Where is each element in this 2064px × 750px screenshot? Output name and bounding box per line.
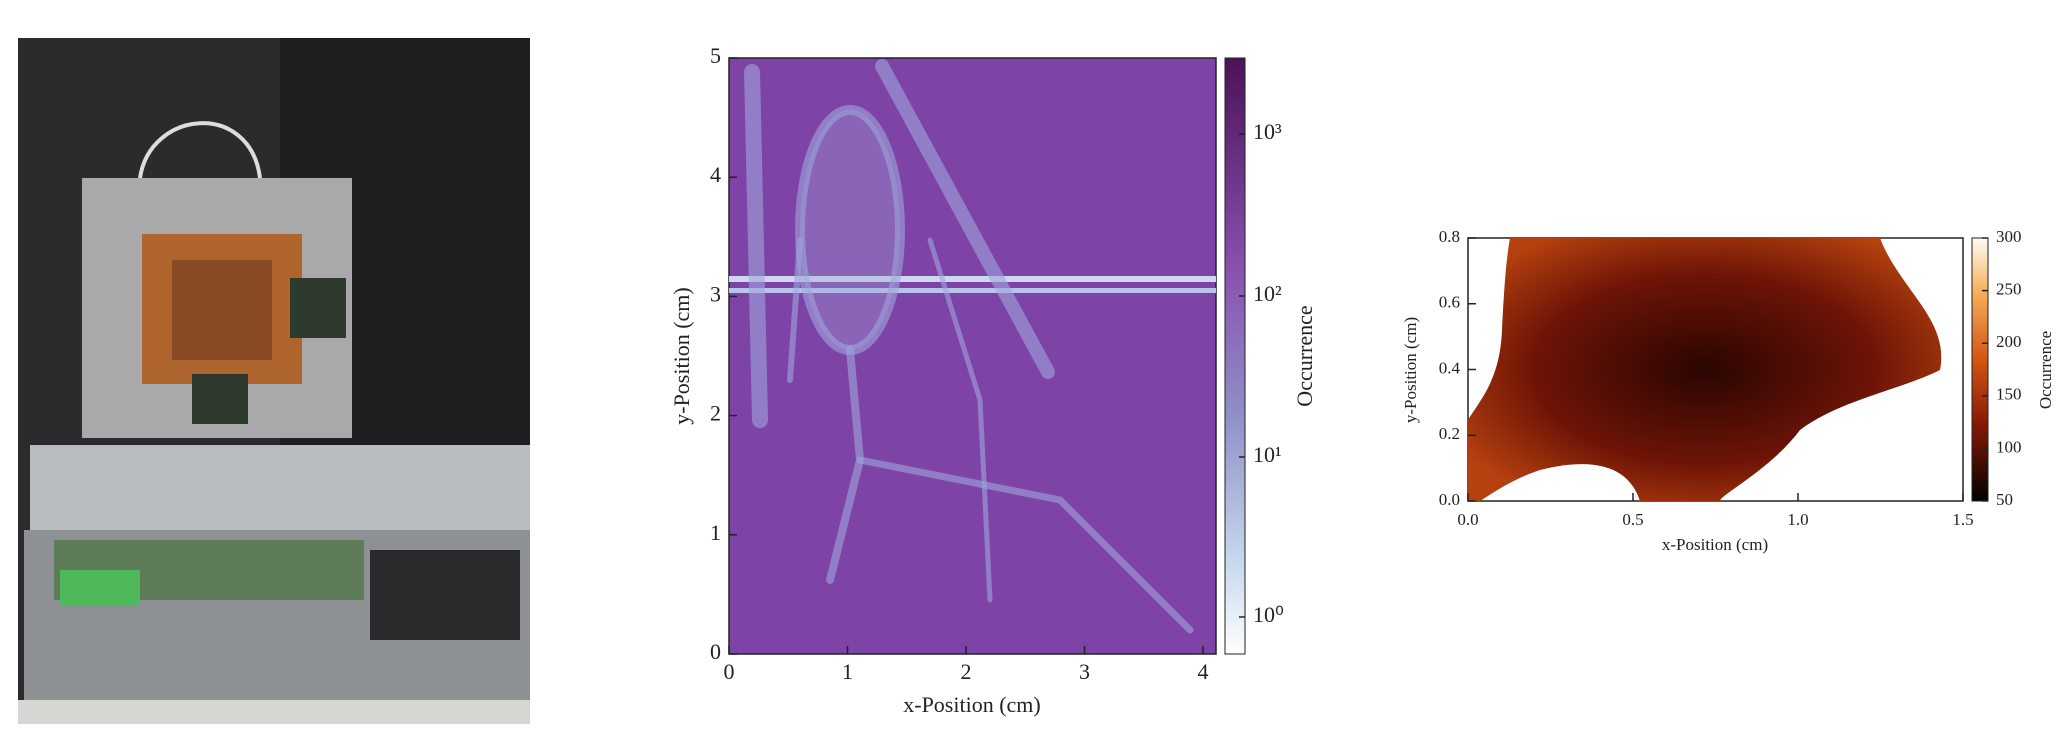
colorbar-tick-label: 10²	[1253, 281, 1282, 306]
x-axis-label: x-Position (cm)	[903, 692, 1041, 717]
colorbar-tick-label: 50	[1996, 490, 2013, 509]
y-tick-label: 0.4	[1439, 358, 1461, 377]
x-tick-label: 0.0	[1457, 510, 1478, 529]
y-tick-label: 1	[710, 520, 721, 545]
x-tick-label: 0	[724, 659, 735, 684]
colorbar-label: Occurrence	[1292, 305, 1317, 406]
photo	[18, 38, 530, 724]
colorbar-tick-label: 200	[1996, 332, 2022, 351]
y-tick-label: 4	[710, 162, 721, 187]
y-tick-label: 2	[710, 401, 721, 426]
x-tick-label: 4	[1198, 659, 1209, 684]
y-axis-label: y-Position (cm)	[669, 287, 694, 425]
y-tick-label: 5	[710, 43, 721, 68]
y-tick-label: 0.8	[1439, 227, 1460, 246]
y-axis-label: y-Position (cm)	[1401, 317, 1420, 423]
y-tick-label: 0	[710, 639, 721, 664]
colorbar-tick-label: 10⁰	[1253, 602, 1284, 627]
right-heatmap	[1467, 237, 1989, 502]
y-tick-label: 3	[710, 281, 721, 306]
x-axis-label: x-Position (cm)	[1662, 535, 1768, 554]
x-tick-label: 2	[961, 659, 972, 684]
colorbar-label: Occurrence	[2036, 331, 2055, 409]
colorbar-tick-label: 10³	[1253, 119, 1282, 144]
x-tick-label: 1.5	[1952, 510, 1973, 529]
x-tick-label: 0.5	[1622, 510, 1643, 529]
x-tick-label: 3	[1079, 659, 1090, 684]
colorbar-tick-label: 100	[1996, 437, 2022, 456]
colorbar-tick-label: 150	[1996, 385, 2022, 404]
colorbar-tick-label: 300	[1996, 227, 2022, 246]
y-tick-label: 0.2	[1439, 424, 1460, 443]
labels: x-Position (cm) y-Position (cm) Occurren…	[669, 287, 2055, 717]
colorbar-tick-label: 250	[1996, 280, 2022, 299]
y-tick-label: 0.0	[1439, 490, 1460, 509]
x-tick-label: 1.0	[1787, 510, 1808, 529]
left-heatmap	[728, 57, 1246, 655]
colorbar-tick-label: 10¹	[1253, 442, 1282, 467]
x-tick-label: 1	[842, 659, 853, 684]
y-tick-label: 0.6	[1439, 293, 1460, 312]
